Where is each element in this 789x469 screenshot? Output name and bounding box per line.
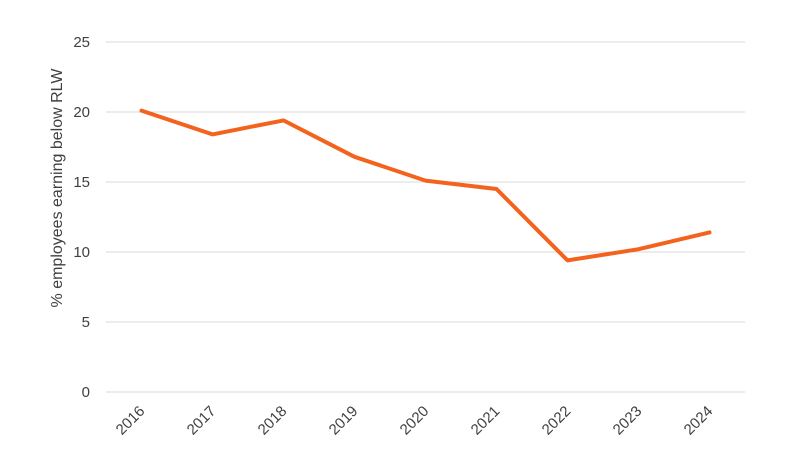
y-tick-label: 15	[73, 174, 90, 191]
x-tick-label: 2018	[255, 403, 291, 439]
y-axis-label: % employees earning below RLW	[49, 68, 66, 308]
gridlines	[106, 41, 745, 393]
y-tick-label: 0	[82, 384, 90, 401]
x-tick-label: 2024	[681, 403, 717, 439]
x-tick-label: 2020	[397, 403, 433, 439]
x-tick-label: 2019	[326, 403, 362, 439]
y-tick-label: 10	[73, 244, 90, 261]
x-tick-label: 2023	[610, 403, 646, 439]
x-tick-label: 2017	[184, 403, 220, 439]
x-tick-label: 2022	[539, 403, 575, 439]
y-tick-label: 25	[73, 34, 90, 51]
x-tick-label: 2021	[468, 403, 504, 439]
y-tick-label: 20	[73, 104, 90, 121]
series-line	[139, 108, 712, 263]
x-tick-label: 2016	[113, 403, 149, 439]
y-axis-ticks: 0 5 10 15 20 25	[73, 34, 90, 401]
x-axis-ticks: 2016 2017 2018 2019 2020 2021 2022 2023 2024	[113, 403, 717, 439]
y-tick-label: 5	[82, 314, 90, 331]
